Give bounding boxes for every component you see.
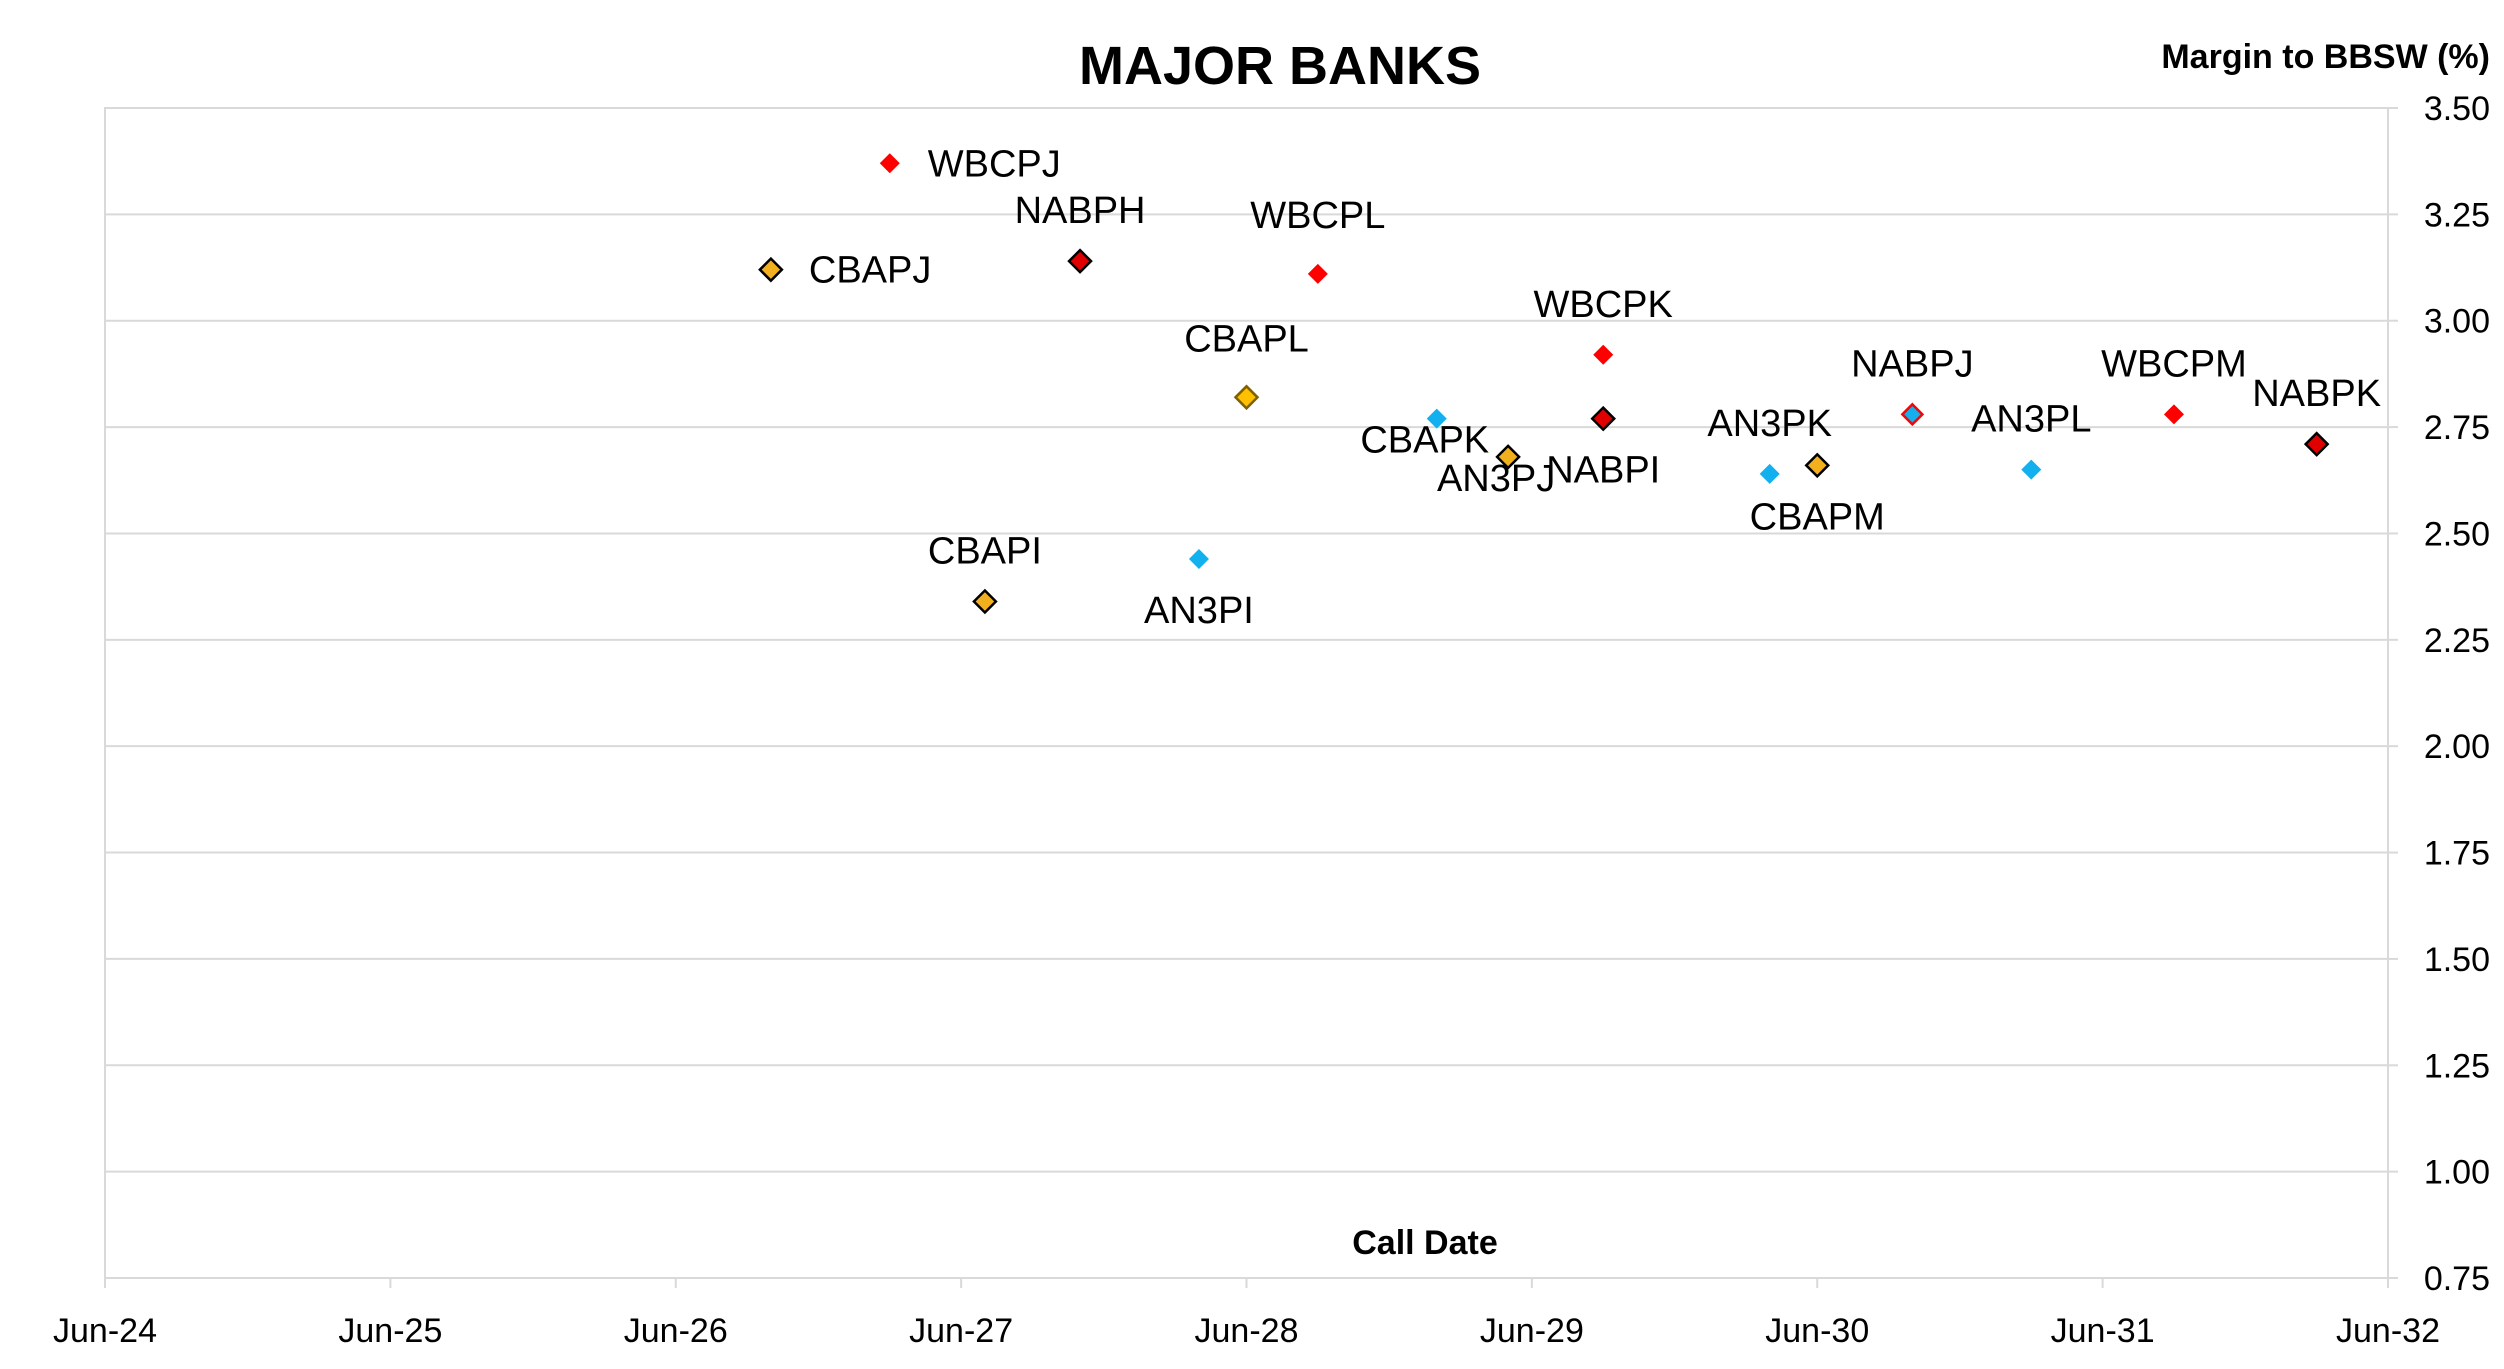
x-tick-label: Jun-30 bbox=[1765, 1312, 1869, 1350]
x-tick-label: Jun-26 bbox=[624, 1312, 728, 1350]
x-tick-label: Jun-32 bbox=[2336, 1312, 2440, 1350]
x-tick-label: Jun-27 bbox=[909, 1312, 1013, 1350]
x-tick-label: Jun-28 bbox=[1195, 1312, 1299, 1350]
data-point-cbapl bbox=[1233, 384, 1260, 411]
data-point-cbapj bbox=[758, 256, 784, 283]
chart-title: MAJOR BANKS bbox=[1079, 36, 1481, 96]
data-label-nabpj: NABPJ bbox=[1851, 343, 1973, 385]
y-tick-label: 1.25 bbox=[2424, 1047, 2490, 1085]
data-point-an3pk bbox=[1759, 463, 1780, 484]
data-label-cbapj: CBAPJ bbox=[809, 250, 931, 292]
x-tick-labels: Jun-24 Jun-25 Jun-26 Jun-27 Jun-28 Jun-29 Jun-… bbox=[53, 1278, 2440, 1350]
y-tick-label: 2.25 bbox=[2424, 622, 2490, 660]
data-point-nabph bbox=[1067, 248, 1093, 274]
y-tick-label: 2.00 bbox=[2424, 728, 2490, 766]
data-point-nabpi bbox=[1590, 405, 1616, 432]
data-point-an3pl bbox=[2021, 459, 2042, 480]
x-tick-label: Jun-29 bbox=[1480, 1312, 1584, 1350]
y-tick-label: 3.25 bbox=[2424, 196, 2490, 234]
data-label-wbcpj: WBCPJ bbox=[928, 143, 1061, 185]
y-tick-label: 1.00 bbox=[2424, 1154, 2490, 1192]
data-label-wbcpk: WBCPK bbox=[1534, 284, 1673, 326]
y-tick-label: 3.50 bbox=[2424, 90, 2490, 128]
data-point-cbapk bbox=[1426, 408, 1447, 429]
y-tick-label: 0.75 bbox=[2424, 1260, 2490, 1298]
data-point-an3pi bbox=[1188, 548, 1209, 569]
data-point-wbcpk bbox=[1593, 344, 1614, 365]
data-point-wbcpl bbox=[1307, 263, 1328, 284]
data-point-wbcpj bbox=[879, 153, 900, 174]
plot-area bbox=[104, 107, 2389, 1279]
y-axis-label: Margin to BBSW (%) bbox=[2161, 38, 2490, 76]
x-tick-label: Jun-31 bbox=[2051, 1312, 2155, 1350]
data-label-an3pl: AN3PL bbox=[1971, 399, 2091, 441]
data-points bbox=[758, 153, 2330, 615]
data-label-nabph: NABPH bbox=[1015, 190, 1146, 232]
y-tick-label: 2.50 bbox=[2424, 515, 2490, 553]
data-label-nabpi: NABPI bbox=[1546, 450, 1660, 492]
data-label-cbapl: CBAPL bbox=[1184, 318, 1309, 360]
x-axis-label: Call Date bbox=[1352, 1224, 1498, 1262]
y-tick-label: 2.75 bbox=[2424, 409, 2490, 447]
data-label-an3pk: AN3PK bbox=[1707, 403, 1832, 445]
data-label-wbcpm: WBCPM bbox=[2101, 343, 2247, 385]
data-label-wbcpl: WBCPL bbox=[1250, 195, 1385, 237]
data-point-nabpk bbox=[2303, 431, 2330, 457]
data-label-an3pj: AN3PJ bbox=[1437, 458, 1555, 500]
y-tick-label: 1.50 bbox=[2424, 941, 2490, 979]
data-label-nabpk: NABPK bbox=[2252, 373, 2381, 415]
gridlines bbox=[105, 213, 2388, 1173]
data-point-wbcpm bbox=[2163, 404, 2184, 425]
data-labels: WBCPJ NABPH CBAPJ WBCPL CBAPL WBCPK CBAPK NABPI… bbox=[809, 143, 2381, 632]
y-tick-label: 1.75 bbox=[2424, 835, 2490, 873]
data-label-an3pi: AN3PI bbox=[1144, 590, 1254, 632]
x-tick-label: Jun-24 bbox=[53, 1312, 157, 1350]
y-tick-label: 3.00 bbox=[2424, 303, 2490, 341]
data-point-nabpj bbox=[1900, 402, 1925, 427]
data-label-cbapm: CBAPM bbox=[1750, 496, 1885, 538]
data-point-an3pj bbox=[1495, 444, 1521, 470]
data-label-cbapk: CBAPK bbox=[1360, 420, 1489, 462]
data-point-cbapm bbox=[1804, 452, 1831, 479]
y-tick-labels: 3.50 3.25 3.00 2.75 2.50 2.25 2.00 1.75 1.50 1.25… bbox=[2388, 90, 2490, 1298]
x-tick-label: Jun-25 bbox=[338, 1312, 442, 1350]
data-point-cbapi bbox=[972, 588, 998, 615]
data-label-cbapi: CBAPI bbox=[928, 531, 1042, 573]
